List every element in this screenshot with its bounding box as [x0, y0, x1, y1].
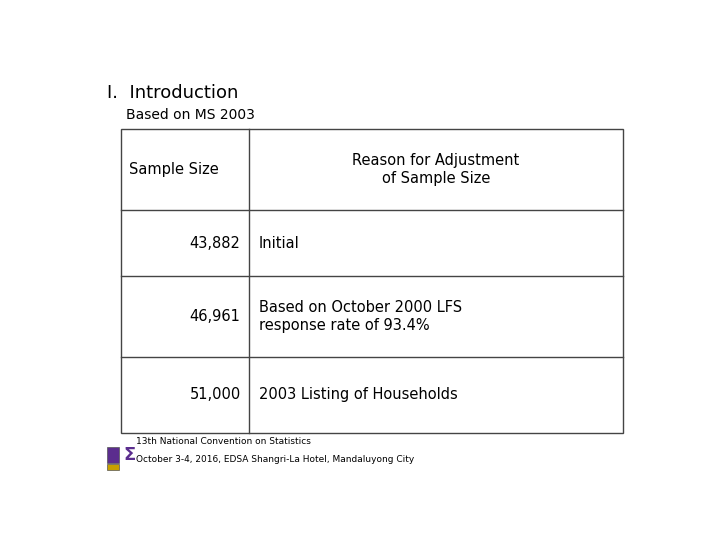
Text: 43,882: 43,882 — [190, 235, 240, 251]
Text: I.  Introduction: I. Introduction — [107, 84, 238, 102]
Text: October 3-4, 2016, EDSA Shangri-La Hotel, Mandaluyong City: October 3-4, 2016, EDSA Shangri-La Hotel… — [136, 455, 414, 463]
Text: Initial: Initial — [259, 235, 300, 251]
Text: Based on October 2000 LFS
response rate of 93.4%: Based on October 2000 LFS response rate … — [259, 300, 462, 333]
FancyBboxPatch shape — [107, 463, 119, 470]
Text: Based on MS 2003: Based on MS 2003 — [126, 109, 255, 123]
Text: Σ: Σ — [123, 446, 135, 464]
Text: Sample Size: Sample Size — [129, 162, 219, 177]
Text: 13th National Convention on Statistics: 13th National Convention on Statistics — [136, 437, 310, 446]
Text: Reason for Adjustment
of Sample Size: Reason for Adjustment of Sample Size — [352, 153, 520, 186]
Text: 46,961: 46,961 — [190, 309, 240, 324]
Text: 51,000: 51,000 — [189, 387, 240, 402]
FancyBboxPatch shape — [107, 447, 119, 463]
Text: 2003 Listing of Households: 2003 Listing of Households — [259, 387, 458, 402]
